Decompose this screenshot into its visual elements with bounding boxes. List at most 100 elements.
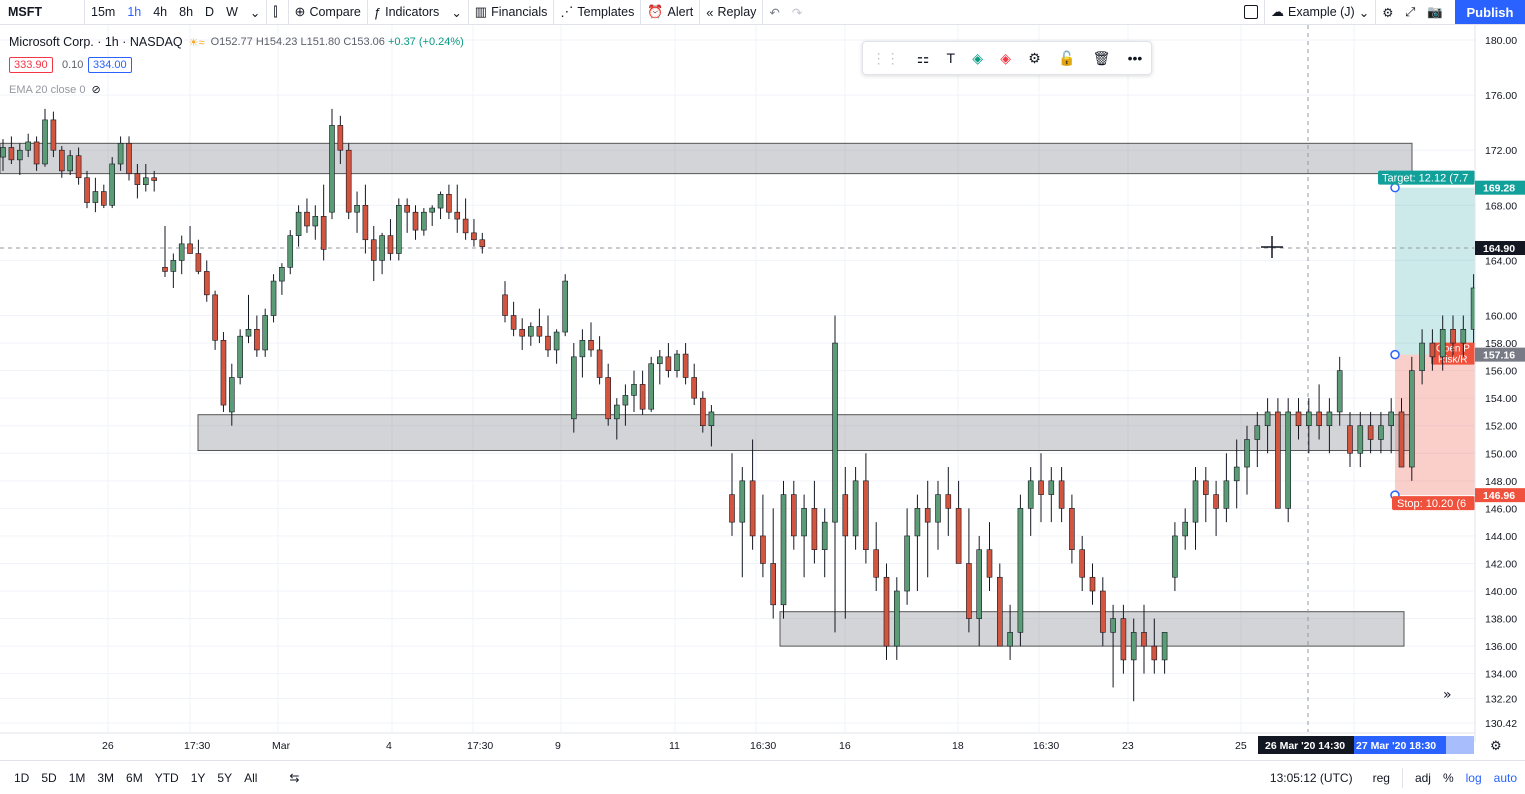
candle-body[interactable] — [151, 177, 157, 181]
range-6m[interactable]: 6M — [126, 770, 143, 785]
candle-body[interactable] — [1264, 411, 1271, 427]
candle-body[interactable] — [801, 508, 807, 537]
position-handle[interactable] — [1390, 349, 1400, 360]
candle-body[interactable] — [245, 328, 252, 337]
fullscreen-button[interactable]: ⤢ — [1399, 0, 1421, 24]
gear-icon[interactable]: ⚙ — [1028, 49, 1041, 66]
candle-body[interactable] — [295, 211, 302, 236]
candle-body[interactable] — [1089, 576, 1096, 592]
candle-body[interactable] — [117, 143, 124, 165]
candle-body[interactable] — [1223, 480, 1230, 509]
candle-body[interactable] — [170, 260, 177, 272]
candle-body[interactable] — [1027, 480, 1034, 509]
eye-hidden-icon[interactable]: ⊘ — [91, 84, 101, 96]
candle-body[interactable] — [67, 155, 73, 172]
candle-body[interactable] — [631, 384, 637, 396]
candle-body[interactable] — [471, 232, 477, 241]
position-profit-area[interactable] — [1395, 187, 1475, 355]
candle-body[interactable] — [945, 494, 952, 509]
line-color-icon[interactable]: ◈ — [1000, 49, 1012, 66]
zone-support-2[interactable] — [779, 611, 1405, 647]
candle-body[interactable] — [101, 191, 107, 206]
range-5y[interactable]: 5Y — [217, 770, 233, 785]
position-handle[interactable] — [1390, 182, 1400, 193]
candle-body[interactable] — [337, 125, 344, 151]
candle-body[interactable] — [1316, 411, 1322, 427]
layout-button[interactable]: ☁ Example (J) ⌄ — [1265, 0, 1375, 24]
candle-body[interactable] — [699, 397, 706, 427]
candle-body[interactable] — [75, 155, 82, 179]
fill-color-icon[interactable]: ◈ — [972, 49, 984, 66]
candle-body[interactable] — [58, 149, 65, 172]
candle-body[interactable] — [1429, 342, 1436, 358]
interval-dropdown[interactable]: ⌄ — [244, 0, 266, 24]
interval-w[interactable]: W — [220, 0, 244, 24]
candle-body[interactable] — [1367, 425, 1374, 440]
candle-body[interactable] — [421, 211, 427, 231]
candle-body[interactable] — [203, 271, 210, 296]
candle-body[interactable] — [570, 356, 577, 420]
more-icon[interactable]: ••• — [1127, 50, 1143, 66]
candle-body[interactable] — [596, 349, 603, 378]
candle-body[interactable] — [195, 253, 202, 272]
candle-body[interactable] — [770, 563, 777, 606]
candle-body[interactable] — [1419, 342, 1425, 371]
candle-body[interactable] — [613, 404, 620, 420]
snapshot-button[interactable]: 📷 — [1421, 0, 1449, 24]
candle-body[interactable] — [329, 125, 335, 213]
candle-body[interactable] — [639, 384, 646, 410]
candle-body[interactable] — [446, 193, 452, 213]
candle-body[interactable] — [1192, 480, 1199, 523]
candle-body[interactable] — [1378, 425, 1384, 440]
candle-body[interactable] — [883, 576, 890, 647]
candle-body[interactable] — [553, 331, 560, 351]
range-3m[interactable]: 3M — [97, 770, 115, 785]
candle-body[interactable] — [966, 563, 972, 619]
candle-body[interactable] — [270, 280, 277, 316]
candle-body[interactable] — [1347, 425, 1353, 454]
zone-support-1[interactable] — [197, 414, 1413, 452]
candle-body[interactable] — [1439, 328, 1446, 358]
candle-body[interactable] — [220, 340, 227, 406]
candle-body[interactable] — [893, 590, 900, 647]
candle-body[interactable] — [479, 239, 486, 247]
log-toggle[interactable]: log — [1465, 770, 1482, 785]
candle-body[interactable] — [304, 211, 310, 227]
candle-body[interactable] — [379, 235, 385, 261]
candle-body[interactable] — [648, 363, 655, 410]
interval-8h[interactable]: 8h — [173, 0, 199, 24]
candle-body[interactable] — [656, 356, 663, 365]
candle-body[interactable] — [354, 205, 360, 213]
candle-body[interactable] — [1409, 370, 1415, 468]
undo-button[interactable]: ↶ — [763, 0, 785, 24]
candle-body[interactable] — [134, 173, 141, 185]
candle-body[interactable] — [821, 521, 828, 551]
candle-body[interactable] — [1203, 480, 1209, 495]
candle-body[interactable] — [279, 266, 285, 282]
candle-body[interactable] — [50, 119, 57, 151]
candle-body[interactable] — [1306, 411, 1312, 427]
range-1d[interactable]: 1D — [14, 770, 30, 785]
candle-body[interactable] — [187, 243, 193, 254]
candle-body[interactable] — [462, 218, 469, 234]
candle-body[interactable] — [1275, 411, 1281, 509]
chart-type-button[interactable]: ⫿ — [267, 0, 287, 24]
candle-body[interactable] — [955, 508, 962, 564]
range-1y[interactable]: 1Y — [190, 770, 206, 785]
candle-body[interactable] — [562, 280, 569, 333]
candle-body[interactable] — [362, 205, 369, 241]
scroll-to-realtime-icon[interactable]: » — [1443, 687, 1452, 703]
candle-body[interactable] — [1161, 632, 1168, 661]
candle-body[interactable] — [976, 549, 983, 619]
candle-body[interactable] — [622, 395, 629, 406]
candle-body[interactable] — [708, 411, 715, 427]
candle-body[interactable] — [287, 235, 294, 268]
candle-body[interactable] — [1244, 439, 1250, 468]
candle-body[interactable] — [254, 328, 260, 351]
clock-time[interactable]: 13:05:12 (UTC) — [1269, 770, 1353, 785]
templates-icon[interactable]: ⚏ — [916, 49, 930, 66]
candle-body[interactable] — [237, 335, 243, 378]
candle-body[interactable] — [863, 480, 869, 551]
candle-body[interactable] — [1100, 590, 1106, 633]
candle-body[interactable] — [1151, 645, 1158, 661]
